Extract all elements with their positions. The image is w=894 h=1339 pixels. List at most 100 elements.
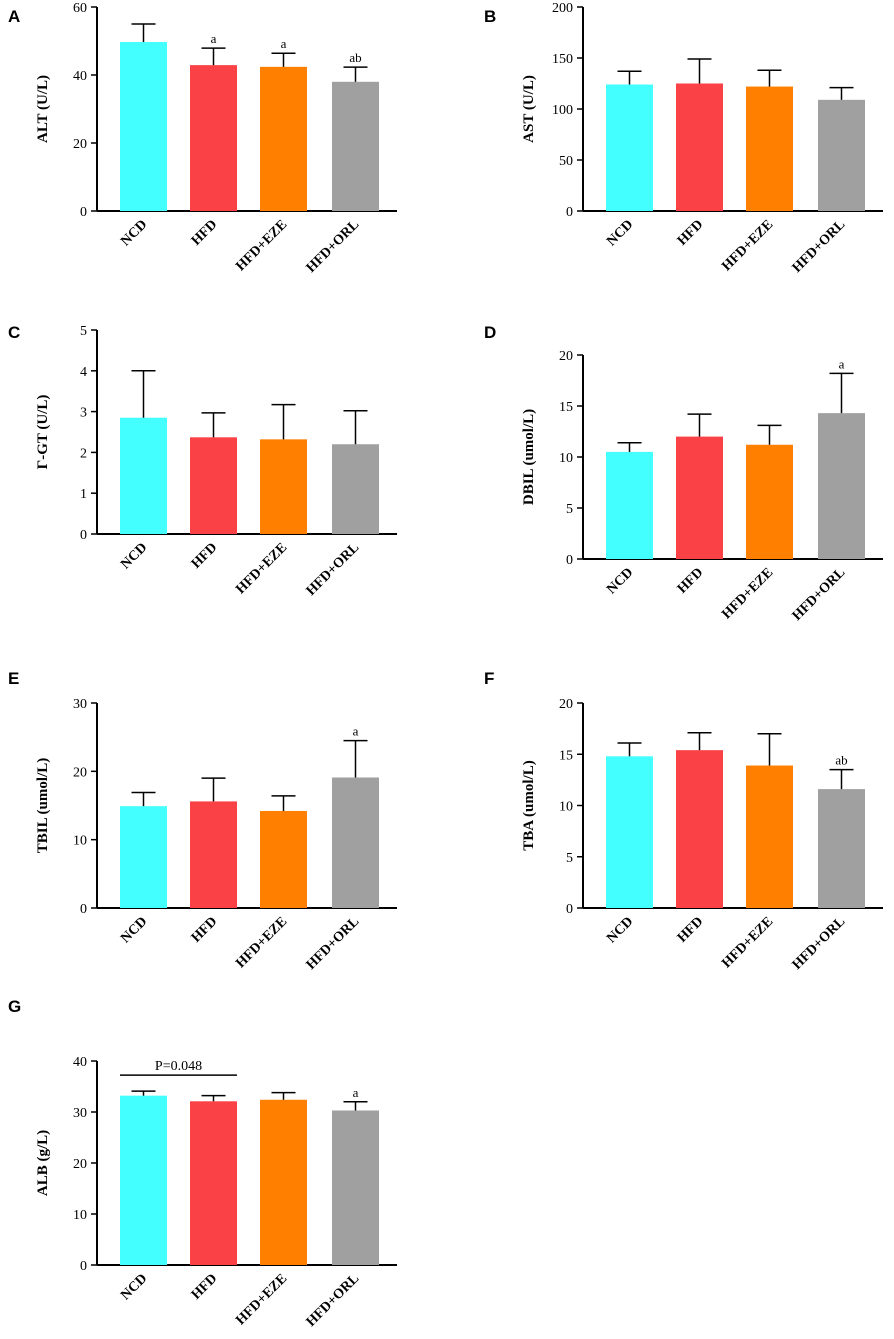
significance-label-f-hfd-orl: ab [835, 753, 847, 768]
bar-d-hfd-orl [818, 413, 865, 559]
x-tick-label-c-hfd-eze: HFD+EZE [233, 540, 290, 597]
y-axis-title-g: ALB (g/L) [35, 1130, 51, 1196]
x-tick-label-e-hfd: HFD [189, 914, 221, 946]
y-tick-label-d: 20 [559, 349, 573, 364]
panel-letter-e: E [8, 669, 19, 688]
x-tick-label-d-hfd-orl: HFD+ORL [790, 565, 849, 624]
y-tick-label-d: 10 [559, 451, 573, 466]
chart-panel-g: G 0 10 20 30 40 ALB (g/L) NCD HFD HFD+EZE a HFD+ORL… [8, 997, 397, 1330]
y-tick-label-a: 60 [73, 1, 87, 16]
significance-label-a-hfd-orl: ab [349, 50, 361, 65]
y-tick-label-a: 40 [73, 69, 87, 84]
y-tick-label-c: 1 [80, 487, 87, 502]
panel-letter-a: A [8, 7, 20, 26]
bar-b-hfd-eze [746, 86, 793, 211]
significance-label-a-hfd: a [211, 31, 217, 46]
y-tick-label-f: 0 [566, 902, 573, 917]
x-tick-label-g-hfd: HFD [189, 1271, 221, 1303]
y-axis-title-a: ALT (U/L) [35, 75, 51, 143]
x-tick-label-f-hfd: HFD [675, 914, 707, 946]
bracket-label-g: P=0.048 [155, 1059, 202, 1074]
x-tick-label-c-hfd-orl: HFD+ORL [304, 540, 363, 599]
y-tick-label-c: 4 [80, 365, 87, 380]
panel-letter-g: G [8, 997, 21, 1016]
y-tick-label-f: 10 [559, 800, 573, 815]
y-tick-label-b: 0 [566, 205, 573, 220]
y-tick-label-g: 30 [73, 1106, 87, 1121]
x-tick-label-b-ncd: NCD [604, 217, 636, 249]
y-tick-label-b: 200 [552, 1, 573, 16]
y-tick-label-d: 5 [566, 502, 573, 517]
bar-d-hfd [676, 436, 723, 559]
y-tick-label-e: 20 [73, 765, 87, 780]
significance-label-d-hfd-orl: a [839, 356, 845, 371]
bar-d-ncd [606, 451, 653, 559]
x-tick-label-b-hfd: HFD [675, 217, 707, 249]
y-tick-label-f: 20 [559, 697, 573, 712]
bar-e-hfd-eze [260, 810, 307, 908]
bar-f-hfd-orl [818, 789, 865, 908]
bar-c-hfd-orl [332, 444, 379, 534]
y-tick-label-a: 20 [73, 137, 87, 152]
y-tick-label-e: 10 [73, 834, 87, 849]
y-tick-label-c: 0 [80, 528, 87, 543]
chart-panel-c: C 0 1 2 3 4 5 Γ-GT (U/L) NCD HFD HFD+EZE HFD+ORL [8, 323, 397, 599]
x-tick-label-b-hfd-orl: HFD+ORL [790, 217, 849, 276]
x-tick-label-f-hfd-orl: HFD+ORL [790, 914, 849, 973]
x-tick-label-a-hfd-orl: HFD+ORL [304, 217, 363, 276]
y-tick-label-g: 20 [73, 1157, 87, 1172]
y-tick-label-d: 15 [559, 400, 573, 415]
x-tick-label-a-hfd: HFD [189, 217, 221, 249]
y-tick-label-b: 150 [552, 52, 573, 67]
y-tick-label-e: 30 [73, 697, 87, 712]
x-tick-label-d-ncd: NCD [604, 565, 636, 597]
x-tick-label-g-hfd-orl: HFD+ORL [304, 1271, 363, 1330]
y-tick-label-c: 3 [80, 406, 87, 421]
y-axis-title-d: DBIL (umol/L) [521, 409, 537, 505]
bar-a-hfd-orl [332, 81, 379, 211]
bar-c-hfd [190, 437, 237, 534]
y-tick-label-g: 0 [80, 1259, 87, 1274]
y-tick-label-a: 0 [80, 205, 87, 220]
bar-g-hfd-orl [332, 1110, 379, 1265]
significance-label-g-hfd-orl: a [353, 1085, 359, 1100]
x-tick-label-a-ncd: NCD [118, 217, 150, 249]
y-tick-label-c: 2 [80, 446, 87, 461]
y-axis-title-f: TBA (umol/L) [521, 760, 537, 850]
bar-b-hfd-orl [818, 99, 865, 211]
x-tick-label-d-hfd-eze: HFD+EZE [719, 565, 776, 622]
bar-b-ncd [606, 84, 653, 211]
x-tick-label-g-ncd: NCD [118, 1271, 150, 1303]
panel-letter-c: C [8, 323, 20, 342]
significance-label-a-hfd-eze: a [281, 36, 287, 51]
x-tick-label-c-hfd: HFD [189, 540, 221, 572]
bar-f-hfd-eze [746, 765, 793, 908]
x-tick-label-e-ncd: NCD [118, 914, 150, 946]
chart-panel-e: E 0 10 20 30 TBIL (umol/L) NCD HFD HFD+EZE a HFD+O… [8, 669, 397, 973]
y-tick-label-g: 40 [73, 1055, 87, 1070]
chart-panel-f: F 0 5 10 15 20 TBA (umol/L) NCD HFD HFD+EZE ab HFD+… [484, 669, 883, 973]
bar-e-ncd [120, 806, 167, 908]
x-tick-label-c-ncd: NCD [118, 540, 150, 572]
bar-g-ncd [120, 1095, 167, 1265]
y-tick-label-g: 10 [73, 1208, 87, 1223]
y-axis-title-e: TBIL (umol/L) [35, 758, 51, 853]
y-tick-label-b: 100 [552, 103, 573, 118]
y-axis-title-b: AST (U/L) [521, 75, 537, 143]
y-tick-label-e: 0 [80, 902, 87, 917]
bar-e-hfd [190, 801, 237, 908]
bar-a-hfd-eze [260, 66, 307, 211]
y-tick-label-c: 5 [80, 324, 87, 339]
x-tick-label-b-hfd-eze: HFD+EZE [719, 217, 776, 274]
bar-g-hfd-eze [260, 1099, 307, 1265]
bar-e-hfd-orl [332, 777, 379, 908]
x-tick-label-f-hfd-eze: HFD+EZE [719, 914, 776, 971]
y-tick-label-f: 15 [559, 748, 573, 763]
y-tick-label-b: 50 [559, 154, 573, 169]
y-axis-title-c: Γ-GT (U/L) [35, 395, 51, 470]
significance-label-e-hfd-orl: a [353, 724, 359, 739]
x-tick-label-e-hfd-eze: HFD+EZE [233, 914, 290, 971]
chart-panel-a: A 0 20 40 60 ALT (U/L) NCD a HFD a HFD+EZE ab HFD+OR… [8, 1, 397, 276]
panel-letter-f: F [484, 669, 494, 688]
bar-f-hfd [676, 750, 723, 908]
